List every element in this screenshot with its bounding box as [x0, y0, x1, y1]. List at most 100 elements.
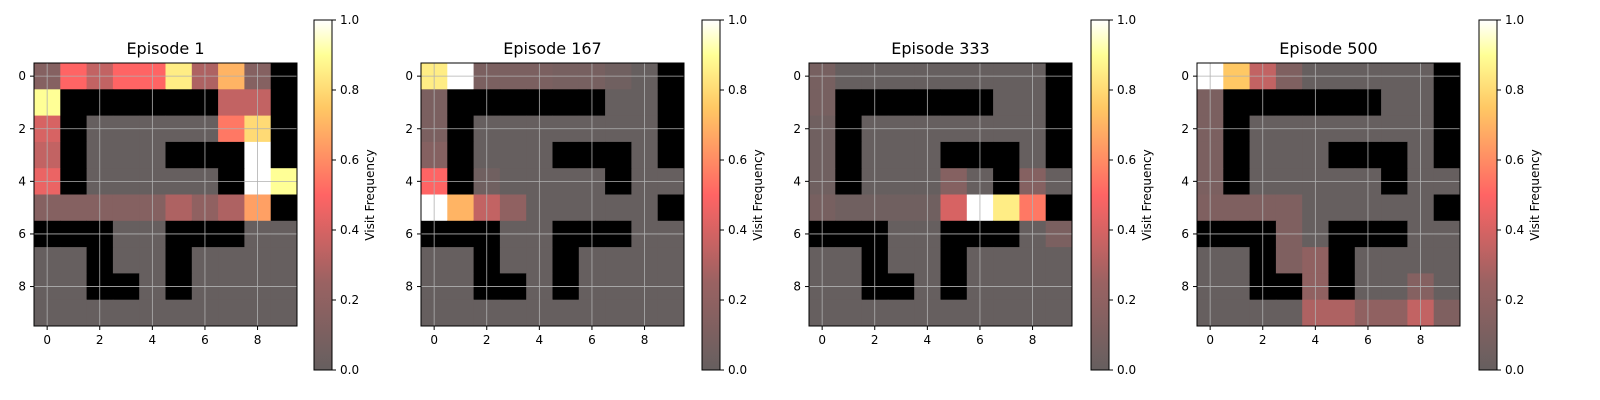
- panel-title: Episode 333: [891, 39, 989, 58]
- colorbar-tick-label: 0.6: [340, 153, 359, 167]
- heatmap-cell: [447, 299, 474, 327]
- wall-cell: [657, 89, 685, 116]
- wall-cell: [1381, 141, 1408, 169]
- colorbar-tick-label: 1.0: [1117, 13, 1136, 27]
- wall-cell: [112, 89, 140, 116]
- heatmap-cell: [112, 194, 140, 222]
- heatmap-cell: [218, 299, 245, 327]
- heatmap-cell: [1433, 299, 1461, 327]
- heatmap-cell: [1045, 247, 1073, 274]
- x-tick-label: 8: [1029, 333, 1037, 347]
- colorbar-tick-label: 0.0: [340, 363, 359, 377]
- y-tick-label: 8: [1181, 280, 1189, 294]
- heatmap-cell: [993, 89, 1020, 116]
- heatmap-cell: [940, 194, 968, 222]
- colorbar-frame: [701, 19, 721, 371]
- heatmap-cell: [657, 299, 685, 327]
- x-tick-label: 4: [1312, 333, 1320, 347]
- x-tick-label: 4: [924, 333, 932, 347]
- heatmap-cell: [499, 194, 527, 222]
- colorbar-tick-label: 0.2: [728, 293, 747, 307]
- colorbar-tick-label: 0.2: [340, 293, 359, 307]
- y-tick-label: 0: [18, 69, 26, 83]
- x-tick-label: 0: [430, 333, 438, 347]
- wall-cell: [940, 89, 968, 116]
- x-tick-label: 6: [588, 333, 596, 347]
- heatmap-cell: [60, 299, 87, 327]
- colorbar-frame: [1478, 19, 1498, 371]
- wall-cell: [60, 141, 87, 169]
- heatmap-cell: [1381, 299, 1408, 327]
- y-tick-label: 6: [793, 227, 801, 241]
- x-tick-label: 2: [96, 333, 104, 347]
- x-tick-label: 8: [1417, 333, 1425, 347]
- wall-cell: [552, 141, 580, 169]
- heatmap-cell: [605, 299, 632, 327]
- heatmap-cell: [1223, 194, 1250, 222]
- x-tick-label: 8: [254, 333, 262, 347]
- x-tick-label: 2: [483, 333, 491, 347]
- colorbar: 0.0 0.2 0.4 0.6 0.8 1.0 Visit Frequency: [313, 13, 377, 377]
- colorbar-label: Visit Frequency: [751, 149, 765, 240]
- x-tick-label: 6: [976, 333, 984, 347]
- colorbar-gradient: [702, 20, 720, 370]
- colorbar-tick-label: 0.2: [1505, 293, 1524, 307]
- wall-cell: [605, 141, 632, 169]
- heatmap-cell: [218, 89, 245, 116]
- heatmap-cell: [605, 247, 632, 274]
- wall-cell: [993, 141, 1020, 169]
- heatmap-cell: [657, 247, 685, 274]
- colorbar-tick-label: 1.0: [728, 13, 747, 27]
- heatmap-cell: [1381, 89, 1408, 116]
- colorbar-tick-label: 0.6: [728, 153, 747, 167]
- heatmap-cell: [1275, 299, 1303, 327]
- heatmap-cell: [1045, 299, 1073, 327]
- heatmap-cell: [552, 299, 580, 327]
- y-tick-label: 8: [18, 280, 26, 294]
- y-tick-label: 8: [405, 280, 413, 294]
- wall-cell: [1045, 89, 1073, 116]
- wall-cell: [60, 89, 87, 116]
- heatmap-cell: [447, 194, 474, 222]
- y-tick-label: 6: [18, 227, 26, 241]
- wall-cell: [940, 247, 968, 274]
- colorbar-label: Visit Frequency: [1140, 149, 1154, 240]
- heatmap-cell: [165, 194, 193, 222]
- colorbar-tick-label: 0.0: [728, 363, 747, 377]
- wall-cell: [218, 141, 245, 169]
- heatmap-cell: [447, 247, 474, 274]
- y-tick-label: 2: [405, 122, 413, 136]
- heatmap-panel-2: Episode 167 0 0 2 2 4 4 6 6 8 8 0.0 0.2 0.4 0.6 0.8 1.0 V…: [405, 13, 765, 377]
- heatmap-cell: [112, 299, 140, 327]
- wall-cell: [447, 89, 474, 116]
- y-tick-label: 0: [1181, 69, 1189, 83]
- x-tick-label: 6: [1364, 333, 1372, 347]
- x-tick-label: 0: [43, 333, 51, 347]
- heatmap-cell: [835, 247, 862, 274]
- heatmap-cell: [112, 141, 140, 169]
- panel-title: Episode 1: [126, 39, 204, 58]
- heatmap-cell: [1275, 194, 1303, 222]
- y-tick-label: 0: [793, 69, 801, 83]
- heatmap-cell: [993, 247, 1020, 274]
- heatmap-cell: [499, 247, 527, 274]
- heatmap-cell: [165, 299, 193, 327]
- wall-cell: [835, 141, 862, 169]
- y-tick-label: 4: [18, 174, 26, 188]
- wall-cell: [1328, 247, 1356, 274]
- colorbar-frame: [313, 19, 333, 371]
- wall-cell: [887, 89, 915, 116]
- x-tick-label: 2: [1259, 333, 1267, 347]
- heatmap-cell: [218, 194, 245, 222]
- colorbar-tick-label: 0.2: [1117, 293, 1136, 307]
- heatmap-cell: [1328, 194, 1356, 222]
- heatmap-cell: [605, 89, 632, 116]
- colorbar-tick-label: 1.0: [1505, 13, 1524, 27]
- y-tick-label: 2: [793, 122, 801, 136]
- x-tick-label: 4: [149, 333, 157, 347]
- wall-cell: [165, 247, 193, 274]
- heatmap-cell: [887, 194, 915, 222]
- colorbar: 0.0 0.2 0.4 0.6 0.8 1.0 Visit Frequency: [701, 13, 765, 377]
- wall-cell: [1045, 194, 1073, 222]
- colorbar-tick-label: 1.0: [340, 13, 359, 27]
